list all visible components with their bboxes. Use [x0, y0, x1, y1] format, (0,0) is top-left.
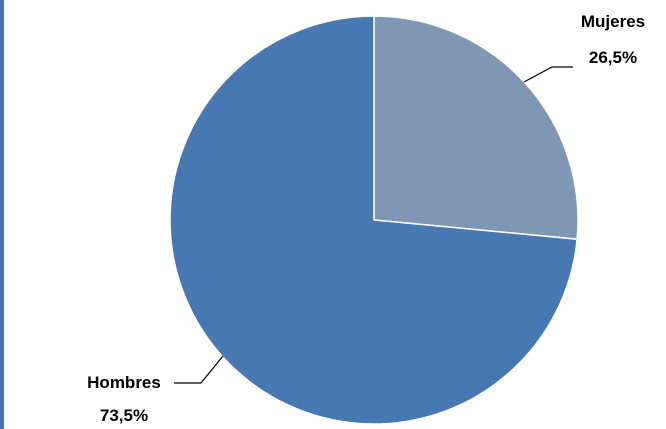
pie-slices [169, 15, 579, 425]
leader-lines [174, 66, 573, 384]
leader-line-hombres [174, 355, 224, 384]
slice-value-hombres: 73,5% [100, 406, 148, 425]
slice-value-mujeres: 26,5% [589, 48, 637, 67]
slice-label-hombres: Hombres [87, 373, 161, 392]
slice-label-mujeres: Mujeres [581, 12, 645, 31]
chart-left-border [0, 0, 4, 429]
data-labels: Mujeres 26,5% Hombres 73,5% [87, 12, 645, 425]
leader-line-mujeres [523, 66, 573, 83]
pie-slice-mujeres [373, 15, 579, 241]
pie-slice-hombres [169, 15, 578, 425]
